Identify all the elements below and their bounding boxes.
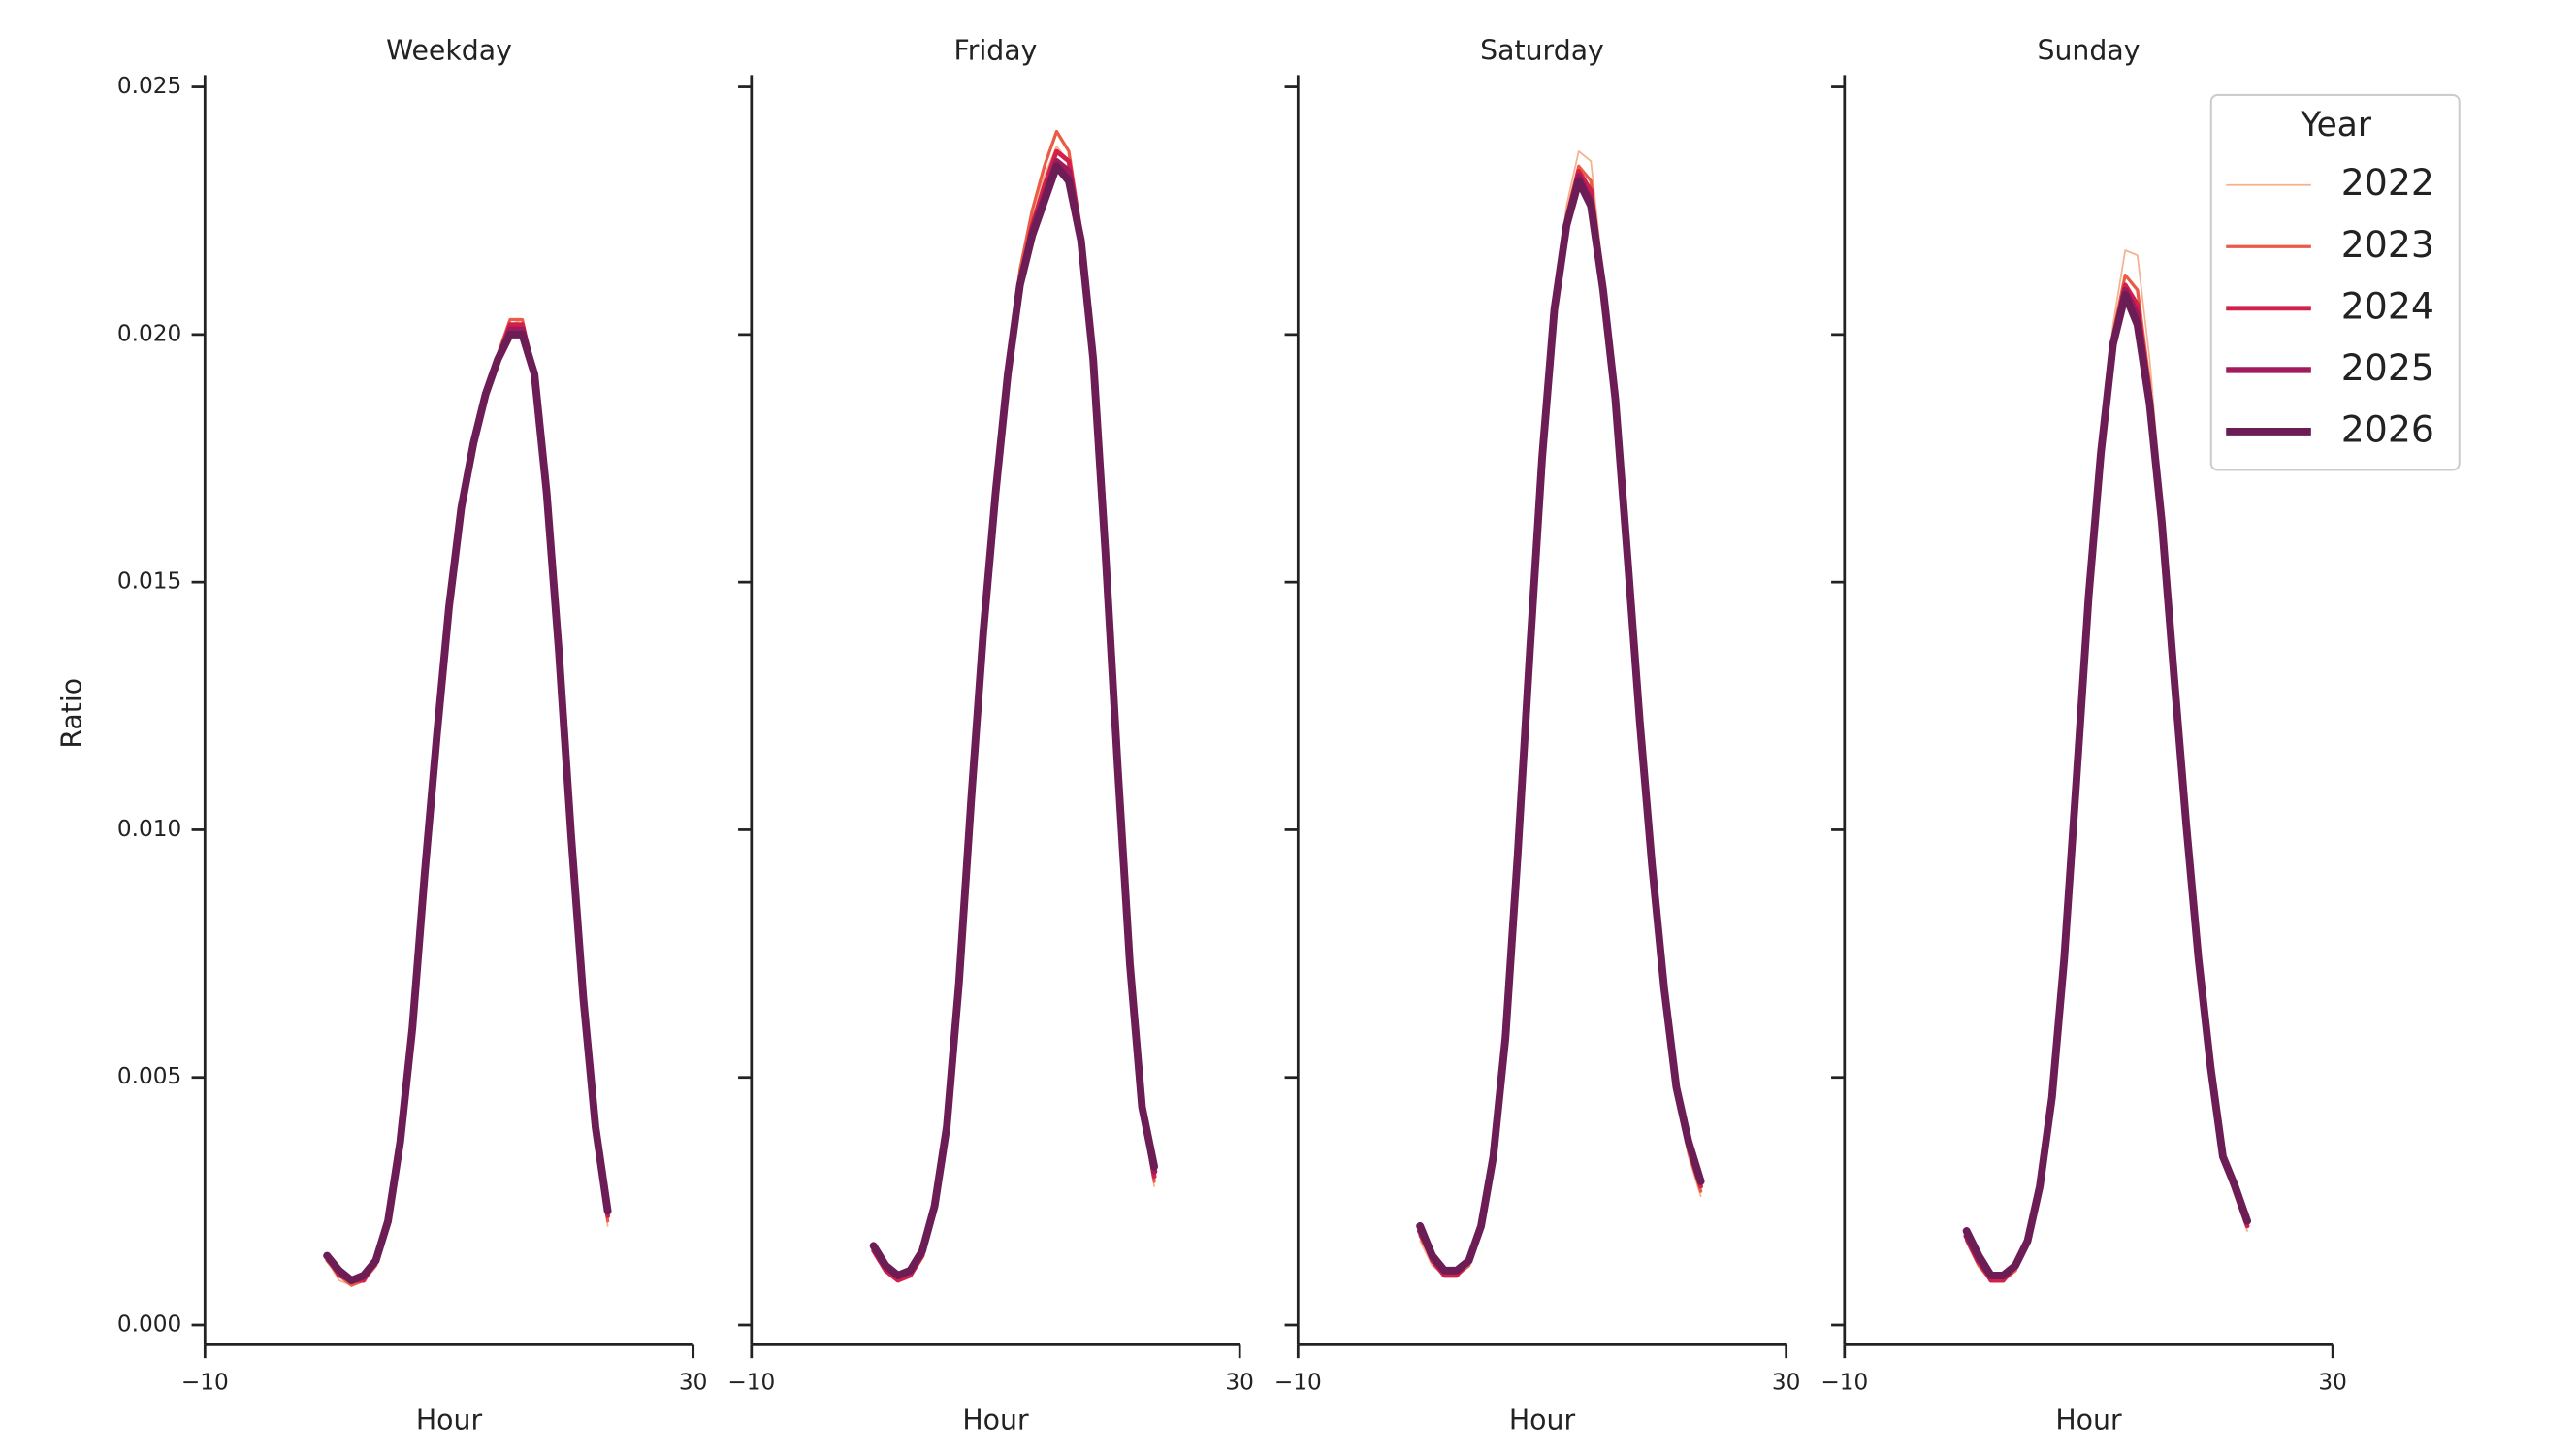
series-line (1418, 164, 1703, 1277)
x-tick-label: −10 (1820, 1369, 1868, 1395)
x-axis-label: Hour (962, 1404, 1029, 1436)
x-axis-label: Hour (1509, 1404, 1576, 1436)
series-line (1416, 177, 1705, 1275)
series-line (1417, 168, 1704, 1278)
panel-title: Sunday (2037, 34, 2140, 66)
legend-label: 2024 (2341, 284, 2434, 327)
series-line (1962, 291, 2252, 1279)
legend-title: Year (2300, 106, 2372, 145)
series-line (1416, 173, 1704, 1275)
x-tick-label: −10 (727, 1369, 775, 1395)
x-tick-label: 30 (1225, 1369, 1254, 1395)
x-axis-label: Hour (2055, 1404, 2122, 1436)
x-tick-label: 30 (2318, 1369, 2347, 1395)
series-line (869, 162, 1159, 1279)
x-tick-label: −10 (1274, 1369, 1322, 1395)
y-tick-label: 0.000 (117, 1311, 181, 1338)
series-line (323, 330, 612, 1285)
y-tick-label: 0.020 (117, 320, 181, 346)
x-axis-label: Hour (416, 1404, 483, 1436)
panel-title: Friday (954, 34, 1038, 66)
y-tick-label: 0.015 (117, 568, 181, 595)
legend-label: 2023 (2341, 223, 2434, 266)
x-tick-label: 30 (679, 1369, 708, 1395)
series-line (1963, 286, 2251, 1279)
y-tick-label: 0.005 (117, 1063, 181, 1089)
legend-label: 2022 (2341, 161, 2434, 204)
panel-title: Weekday (386, 34, 512, 66)
legend-label: 2025 (2341, 346, 2434, 389)
y-tick-label: 0.010 (117, 816, 181, 842)
legend-box (2209, 93, 2461, 471)
series-line (1419, 150, 1702, 1277)
x-tick-label: −10 (181, 1369, 229, 1395)
x-tick-label: 30 (1772, 1369, 1801, 1395)
y-tick-label: 0.025 (117, 73, 181, 99)
series-line (1964, 282, 2250, 1283)
y-axis-label: Ratio (56, 678, 88, 749)
legend-label: 2026 (2341, 407, 2434, 450)
panel-title: Saturday (1480, 34, 1604, 66)
